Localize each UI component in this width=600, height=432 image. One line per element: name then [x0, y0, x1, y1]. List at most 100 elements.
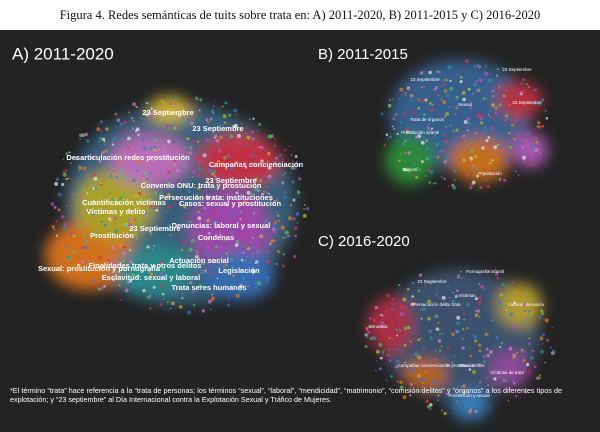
node — [496, 158, 498, 161]
node — [233, 108, 237, 113]
node — [522, 146, 524, 148]
node — [87, 260, 90, 263]
node — [273, 138, 277, 141]
node — [229, 181, 233, 186]
node — [420, 338, 422, 340]
node — [464, 134, 468, 139]
node — [491, 159, 494, 162]
node — [476, 174, 479, 178]
node — [129, 248, 132, 252]
node — [149, 307, 152, 310]
node — [201, 261, 206, 266]
node-label: Laboral: denuncia — [508, 302, 544, 307]
node — [479, 186, 483, 190]
node — [421, 385, 424, 388]
node — [427, 316, 431, 321]
node — [467, 87, 471, 91]
node — [110, 261, 114, 265]
node — [407, 151, 412, 155]
node — [454, 187, 456, 189]
node — [399, 385, 404, 390]
node — [148, 159, 151, 162]
node — [375, 360, 378, 362]
node — [99, 286, 104, 290]
node — [427, 383, 430, 386]
node — [534, 365, 537, 369]
node — [153, 107, 156, 110]
node — [398, 283, 401, 287]
node — [80, 260, 85, 264]
node — [166, 182, 171, 186]
node — [459, 75, 463, 79]
node — [527, 131, 530, 135]
node — [159, 260, 164, 265]
node — [512, 308, 515, 310]
node — [253, 196, 256, 199]
node — [463, 113, 465, 115]
node — [386, 310, 389, 313]
node — [174, 97, 177, 100]
node — [437, 291, 439, 293]
node — [226, 153, 231, 158]
node — [429, 170, 434, 174]
node — [484, 172, 488, 176]
node — [232, 197, 235, 200]
node — [190, 121, 195, 125]
node — [514, 291, 519, 296]
node — [120, 161, 124, 165]
node — [273, 239, 276, 242]
node — [252, 237, 255, 239]
node — [386, 353, 391, 358]
node — [75, 215, 78, 218]
node — [114, 223, 117, 225]
node — [189, 220, 192, 223]
node — [411, 172, 415, 176]
node — [438, 349, 442, 352]
node — [474, 80, 479, 84]
node — [451, 127, 455, 130]
node — [484, 137, 487, 140]
node — [175, 290, 178, 293]
node — [454, 329, 459, 334]
node — [448, 106, 451, 108]
node — [498, 178, 502, 181]
node — [200, 271, 204, 275]
node — [166, 194, 171, 199]
node — [263, 219, 268, 224]
node — [270, 180, 274, 184]
node — [130, 116, 134, 120]
node — [550, 351, 555, 356]
node — [512, 311, 515, 314]
node — [295, 212, 300, 216]
node — [499, 293, 503, 297]
node — [503, 289, 506, 292]
node — [232, 206, 234, 208]
node — [507, 166, 510, 168]
node — [525, 83, 528, 86]
node — [200, 218, 202, 221]
node — [194, 290, 197, 293]
node — [217, 198, 219, 200]
node — [507, 399, 510, 402]
node — [508, 132, 511, 135]
node — [443, 411, 447, 416]
node — [119, 298, 122, 301]
node — [530, 144, 535, 149]
node — [282, 236, 285, 239]
node — [137, 222, 141, 226]
node — [260, 145, 263, 148]
node-label: Finalidades trata y otros delitos — [89, 261, 202, 270]
node — [404, 152, 407, 155]
node — [407, 168, 411, 173]
node — [435, 327, 440, 331]
node — [437, 394, 440, 397]
node — [530, 356, 534, 360]
node — [494, 345, 496, 347]
node — [155, 228, 159, 231]
node — [455, 128, 459, 132]
node — [430, 108, 434, 113]
node — [281, 181, 285, 185]
node — [100, 220, 104, 224]
node — [388, 132, 391, 135]
node — [241, 276, 246, 281]
